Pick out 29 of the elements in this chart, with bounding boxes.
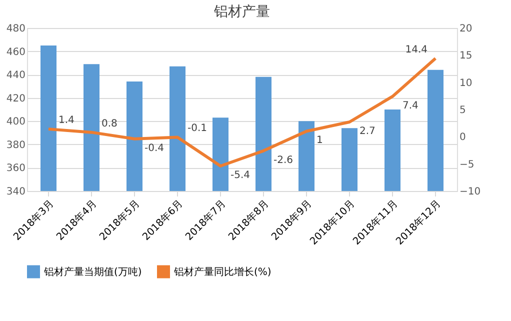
- y-tick-label: 480: [6, 24, 26, 34]
- y2-tick-label: 10: [460, 78, 472, 89]
- data-label: -0.1: [188, 123, 208, 134]
- y2-tick-label: 20: [460, 24, 472, 34]
- y-tick-label: 440: [6, 70, 26, 82]
- chart-title: 铝材产量: [213, 4, 270, 20]
- y-tick-label: 460: [6, 46, 26, 58]
- y2-tick-label: −5: [460, 159, 474, 170]
- data-label: 7.4: [402, 100, 418, 112]
- data-label: -5.4: [230, 170, 250, 182]
- data-label: 0.8: [102, 118, 118, 130]
- y2-tick-label: 0: [460, 132, 466, 144]
- y-tick-label: 340: [6, 186, 26, 198]
- data-label: 1.4: [58, 115, 74, 126]
- y-tick-label: 420: [6, 93, 26, 104]
- y-tick-label: 400: [6, 116, 26, 128]
- data-label: -2.6: [274, 154, 294, 166]
- data-label: 1: [316, 135, 323, 146]
- line-series: [47, 56, 437, 168]
- y-tick-label: 380: [6, 140, 26, 151]
- y2-tick-label: −10: [460, 186, 481, 198]
- data-label: -0.4: [144, 142, 164, 154]
- y-tick-label: 360: [6, 163, 26, 174]
- y2-tick-label: 15: [460, 50, 472, 62]
- legend-label: 铝材产量当期值(万吨): [43, 266, 142, 278]
- data-label: 2.7: [360, 126, 376, 137]
- legend-label: 铝材产量同比增长(%): [173, 266, 272, 278]
- y2-tick-label: 5: [460, 105, 466, 116]
- data-label: 14.4: [405, 44, 428, 56]
